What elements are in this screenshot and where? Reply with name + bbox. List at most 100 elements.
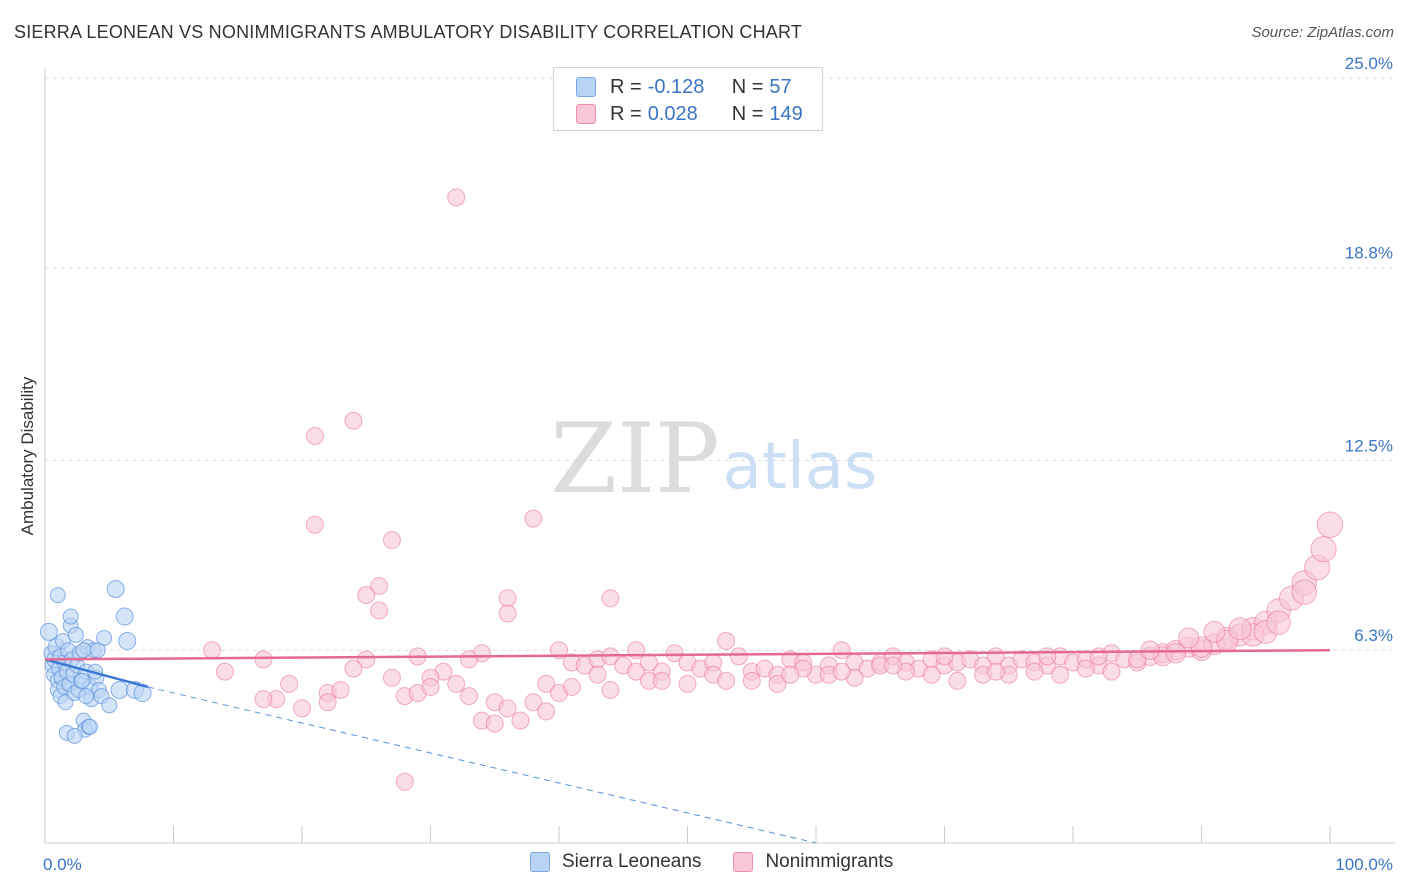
sierra-leoneans-trend-extension (147, 686, 817, 844)
nonimmigrant-point (884, 656, 903, 675)
nonimmigrant-point (395, 772, 414, 791)
nonimmigrant-point (639, 653, 658, 672)
nonimmigrant-point (1089, 647, 1108, 666)
nonimmigrant-point (485, 714, 504, 733)
nonimmigrant-point (305, 427, 324, 446)
nonimmigrant-point (678, 674, 697, 693)
watermark-zip: ZIP (550, 403, 719, 515)
y-tick-label: 12.5% (1345, 437, 1393, 456)
nonimmigrant-point (305, 515, 324, 534)
nonimmigrant-point (498, 699, 517, 718)
sierra-leonean-point (49, 587, 66, 604)
sierra-leonean-point (110, 681, 129, 699)
nonimmigrant-point (1025, 662, 1044, 681)
pink-swatch (733, 852, 754, 872)
nonimmigrant-point (357, 586, 376, 605)
nonimmigrants-points (203, 188, 1344, 791)
trend-lines (44, 648, 1331, 844)
nonimmigrant-point (524, 693, 543, 712)
nonimmigrant-point (1178, 627, 1200, 649)
sierra-leonean-point (101, 697, 118, 714)
nonimmigrant-point (370, 576, 389, 595)
legend-label: Nonimmigrants (765, 851, 894, 872)
nonimmigrant-point (357, 650, 376, 669)
nonimmigrant-point (203, 641, 222, 660)
axes (44, 68, 1395, 844)
nonimmigrant-point (447, 188, 466, 207)
nonimmigrant-point (1038, 647, 1057, 666)
nonimmigrant-point (447, 674, 466, 693)
sierra-leonean-point (81, 718, 98, 735)
r-value: 0.028 (647, 102, 698, 125)
nonimmigrant-point (498, 604, 517, 623)
nonimmigrant-point (215, 662, 234, 681)
nonimmigrant-point (717, 632, 736, 651)
nonimmigrant-point (717, 671, 736, 690)
sierra-leonean-point (62, 608, 79, 625)
sierra-leonean-point (74, 672, 91, 689)
x-tick-label: 100.0% (1335, 855, 1393, 874)
sierra-leonean-point (115, 607, 134, 626)
nonimmigrants-trend (44, 648, 1331, 661)
nonimmigrant-point (344, 411, 363, 430)
nonimmigrant-point (524, 509, 543, 528)
nonimmigrant-point (652, 671, 671, 690)
nonimmigrant-point (948, 671, 967, 690)
correlation-legend: R = -0.128 N = 57 R = 0.028 N = 149 (553, 67, 823, 131)
n-label: N = (731, 102, 764, 125)
nonimmigrant-point (935, 647, 954, 666)
nonimmigrant-point (1228, 617, 1252, 641)
r-label: R = (610, 75, 642, 98)
nonimmigrant-point (1291, 579, 1318, 605)
nonimmigrant-point (832, 662, 851, 681)
nonimmigrant-point (729, 647, 748, 666)
sierra-leonean-point (75, 642, 92, 659)
series-legend: Sierra Leoneans Nonimmigrants (530, 851, 925, 873)
nonimmigrant-point (498, 589, 517, 608)
nonimmigrant-point (781, 665, 800, 684)
nonimmigrant-point (562, 677, 581, 696)
legend-item-nonimmigrants[interactable]: Nonimmigrants (733, 851, 893, 873)
nonimmigrant-point (768, 674, 787, 693)
nonimmigrant-point (344, 659, 363, 678)
n-label: N = (731, 75, 764, 98)
nonimmigrant-point (318, 693, 337, 712)
nonimmigrant-point (331, 681, 350, 699)
nonimmigrant-point (293, 699, 311, 718)
n-value: 57 (769, 75, 792, 98)
nonimmigrant-point (460, 687, 479, 706)
nonimmigrant-point (601, 589, 620, 608)
source-label: Source: ZipAtlas.com (1251, 24, 1394, 41)
r-label: R = (610, 102, 642, 125)
nonimmigrant-point (280, 674, 299, 693)
nonimmigrant-point (1203, 620, 1226, 643)
nonimmigrant-point (1165, 643, 1187, 664)
grid-lines (45, 77, 1395, 651)
blue-swatch (530, 852, 550, 872)
nonimmigrant-point (601, 681, 620, 699)
nonimmigrant-point (1102, 662, 1121, 681)
nonimmigrant-point (986, 662, 1005, 681)
legend-item-sierra-leoneans[interactable]: Sierra Leoneans (530, 851, 701, 873)
legend-row-nonimmigrants: R = 0.028 N = 149 (576, 101, 803, 127)
nonimmigrant-point (254, 690, 273, 709)
legend-label: Sierra Leoneans (562, 851, 702, 872)
tick-labels: 6.3% 12.5% 18.8% 25.0% 0.0% 100.0% (43, 54, 1393, 874)
nonimmigrant-point (537, 674, 556, 693)
y-tick-label: 18.8% (1345, 244, 1393, 263)
blue-swatch (576, 77, 596, 97)
nonimmigrant-point (832, 641, 851, 660)
nonimmigrant-point (588, 665, 607, 684)
sierra-leonean-point (106, 580, 125, 599)
nonimmigrant-point (421, 677, 440, 696)
sierra-leonean-point (78, 688, 95, 705)
nonimmigrant-point (537, 702, 556, 721)
nonimmigrant-point (382, 668, 401, 687)
watermark-atlas: atlas (723, 430, 878, 504)
nonimmigrant-point (665, 644, 684, 663)
nonimmigrant-point (1266, 610, 1291, 635)
nonimmigrant-point (627, 662, 646, 681)
pink-swatch (576, 104, 596, 124)
legend-row-sierra-leoneans: R = -0.128 N = 57 (576, 74, 792, 100)
n-value: 149 (769, 102, 803, 125)
